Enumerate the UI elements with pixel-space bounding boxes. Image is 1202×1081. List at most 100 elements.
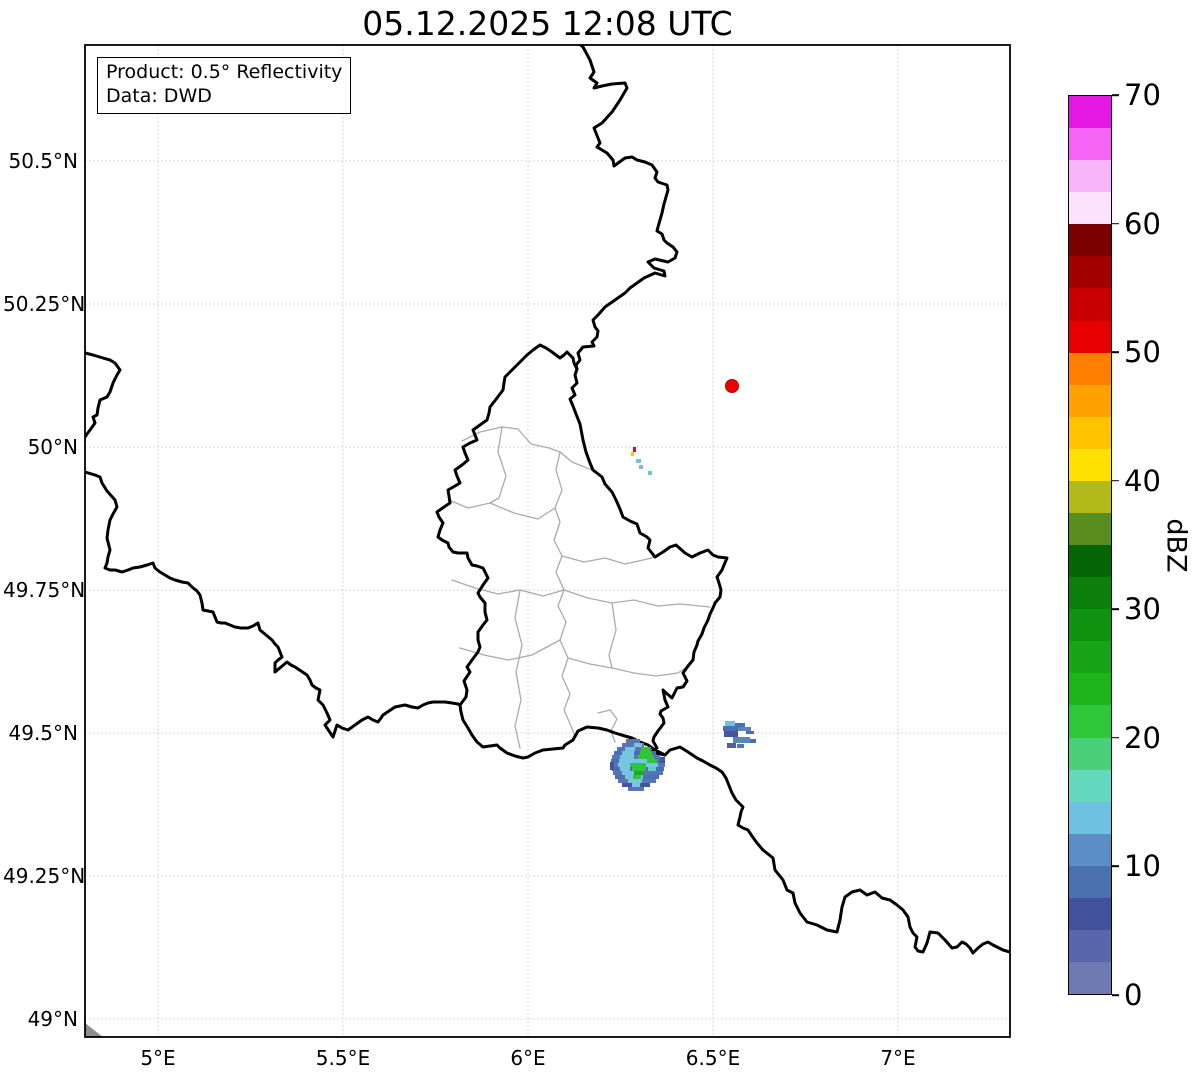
radar-echo-pixel	[746, 731, 754, 734]
colorbar-band	[1069, 448, 1111, 481]
admin-boundary	[567, 657, 689, 677]
colorbar-band	[1069, 962, 1111, 995]
colorbar-tick-label: 0	[1124, 978, 1143, 1012]
lat-tick-label: 50°N	[27, 435, 78, 459]
lon-tick-label: 7°E	[880, 1046, 916, 1070]
colorbar-unit-label: dBZ	[1160, 517, 1192, 573]
radar-echo-pixel	[628, 787, 644, 791]
country-border	[574, 45, 679, 371]
colorbar-band	[1069, 513, 1111, 546]
colorbar-band	[1069, 320, 1111, 353]
colorbar-tick-label: 10	[1124, 849, 1161, 884]
radar-echo-pixel	[636, 459, 641, 463]
colorbar-tick	[1112, 222, 1119, 225]
country-border	[85, 470, 460, 739]
radar-echo-pixel	[634, 743, 642, 747]
radar-echo-pixel	[626, 739, 640, 743]
radar-echo-pixel	[625, 747, 635, 751]
radar-echo-pixel	[632, 783, 640, 787]
colorbar-band	[1069, 673, 1111, 706]
lat-tick-label: 49.25°N	[3, 864, 86, 888]
corner-terrain-patch	[85, 1023, 103, 1037]
lat-tick-label: 49.75°N	[3, 578, 86, 602]
radar-echo-pixel	[647, 759, 657, 763]
radar-echo-pixel	[622, 751, 634, 755]
country-border	[85, 351, 122, 439]
colorbar-tick	[1112, 608, 1119, 611]
radar-echo-pixel	[724, 731, 738, 737]
colorbar-tick	[1112, 865, 1119, 868]
radar-echo-pixel	[612, 755, 660, 759]
radar-echo-pixel	[630, 763, 646, 767]
data-source-label: Data: DWD	[106, 84, 212, 107]
lon-tick-label: 5°E	[140, 1046, 176, 1070]
lon-tick-label: 5.5°E	[315, 1046, 371, 1070]
radar-echo-pixel	[641, 747, 650, 751]
radar-echo-pixel	[723, 726, 738, 731]
lon-tick-label: 6.5°E	[685, 1046, 741, 1070]
colorbar-band	[1069, 801, 1111, 834]
colorbar-band	[1069, 416, 1111, 449]
admin-boundary	[489, 426, 507, 504]
radar-echo-pixel	[610, 762, 614, 770]
admin-boundary	[559, 451, 593, 471]
product-label: Product: 0.5° Reflectivity	[106, 61, 343, 83]
colorbar-band	[1069, 224, 1111, 257]
admin-boundary	[448, 499, 556, 520]
colorbar-tick-label: 20	[1124, 720, 1161, 755]
radar-echo-pixel	[738, 727, 751, 731]
radar-echo-pixel	[735, 723, 745, 727]
country-border	[663, 745, 1010, 955]
admin-boundary	[451, 579, 565, 597]
colorbar-band	[1069, 865, 1111, 898]
colorbar-tick	[1112, 479, 1119, 482]
colorbar-band	[1069, 384, 1111, 417]
colorbar-tick-label: 60	[1124, 206, 1161, 241]
country-border	[435, 343, 729, 760]
admin-boundary	[608, 602, 617, 669]
colorbar-tick-label: 70	[1124, 78, 1161, 112]
colorbar-tick	[1112, 94, 1119, 96]
admin-boundary	[461, 426, 561, 453]
radar-echo-pixel	[639, 465, 643, 469]
lat-tick-label: 50.25°N	[3, 292, 86, 316]
colorbar-band	[1069, 480, 1111, 514]
radar-echo-pixel	[633, 775, 641, 779]
map-features	[85, 45, 1010, 1037]
colorbar-band	[1069, 769, 1111, 802]
radar-echo-pixel	[648, 767, 656, 771]
colorbar-band	[1069, 192, 1111, 225]
radar-echo-pixel	[727, 743, 736, 748]
colorbar-band	[1069, 352, 1111, 385]
colorbar-band	[1069, 737, 1111, 770]
colorbar-band	[1069, 256, 1111, 289]
radar-echo-pixel	[622, 771, 644, 775]
radar-site-marker	[725, 379, 739, 393]
radar-echo-pixel	[646, 763, 658, 767]
colorbar-tick	[1112, 994, 1119, 996]
lat-tick-label: 50.5°N	[8, 149, 79, 173]
lat-tick-label: 49.5°N	[8, 721, 79, 745]
colorbar-tick-label: 40	[1124, 463, 1161, 498]
admin-boundary	[553, 451, 576, 738]
radar-echo-pixel	[750, 739, 756, 743]
radar-echo-pixel	[632, 767, 646, 771]
radar-echo-pixel	[648, 471, 652, 475]
radar-echo-pixel	[634, 771, 644, 775]
colorbar-band	[1069, 705, 1111, 738]
lat-tick-label: 49°N	[27, 1007, 78, 1031]
colorbar-band	[1069, 545, 1111, 578]
radar-echo-pixel	[618, 763, 630, 767]
radar-echo-pixel	[638, 755, 654, 759]
colorbar-band	[1069, 641, 1111, 674]
radar-echo-pixel	[631, 452, 634, 456]
colorbar-band	[1069, 897, 1111, 931]
colorbar-band	[1069, 128, 1111, 161]
admin-boundary	[563, 589, 711, 608]
radar-echo-pixel	[622, 743, 644, 747]
colorbar-band	[1069, 96, 1111, 129]
colorbar-tick	[1112, 737, 1119, 739]
colorbar-band	[1069, 833, 1111, 866]
plot-frame	[84, 44, 1011, 1038]
